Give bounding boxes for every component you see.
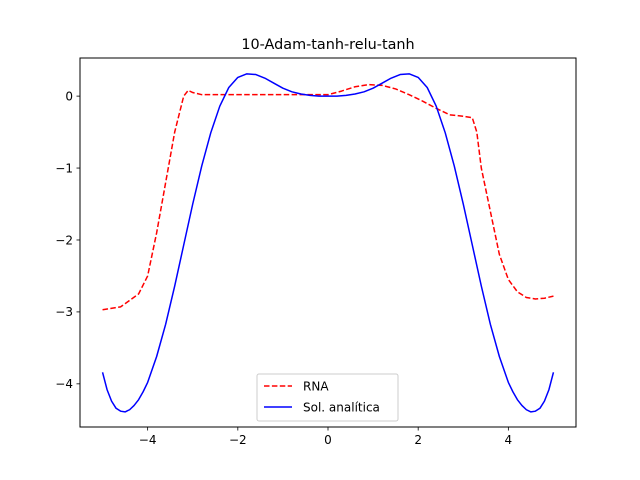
y-axis: −4 −3 −2 −1 0: [55, 89, 80, 391]
x-tick-label: 0: [324, 433, 332, 447]
y-tick-label: −2: [55, 233, 73, 247]
y-tick-label: −3: [55, 305, 73, 319]
legend-label-0: RNA: [303, 379, 329, 393]
series-layer: [101, 73, 555, 413]
legend-label-1: Sol. analítica: [303, 400, 380, 414]
y-tick-label: −1: [55, 161, 73, 175]
x-axis: −4 −2 0 2 4: [139, 427, 512, 447]
y-tick-label: 0: [65, 89, 73, 103]
y-tick-label: −4: [55, 377, 73, 391]
x-tick-label: −2: [229, 433, 247, 447]
legend-box: [256, 373, 399, 422]
series-line-1: [101, 73, 555, 413]
series-line-0: [102, 83, 554, 311]
x-tick-label: 2: [414, 433, 422, 447]
plot-area-frame: [79, 57, 577, 428]
legend: RNA Sol. analítica: [256, 373, 399, 422]
chart-title: 10-Adam-tanh-relu-tanh: [241, 37, 414, 53]
x-tick-label: 4: [505, 433, 513, 447]
x-tick-label: −4: [139, 433, 157, 447]
